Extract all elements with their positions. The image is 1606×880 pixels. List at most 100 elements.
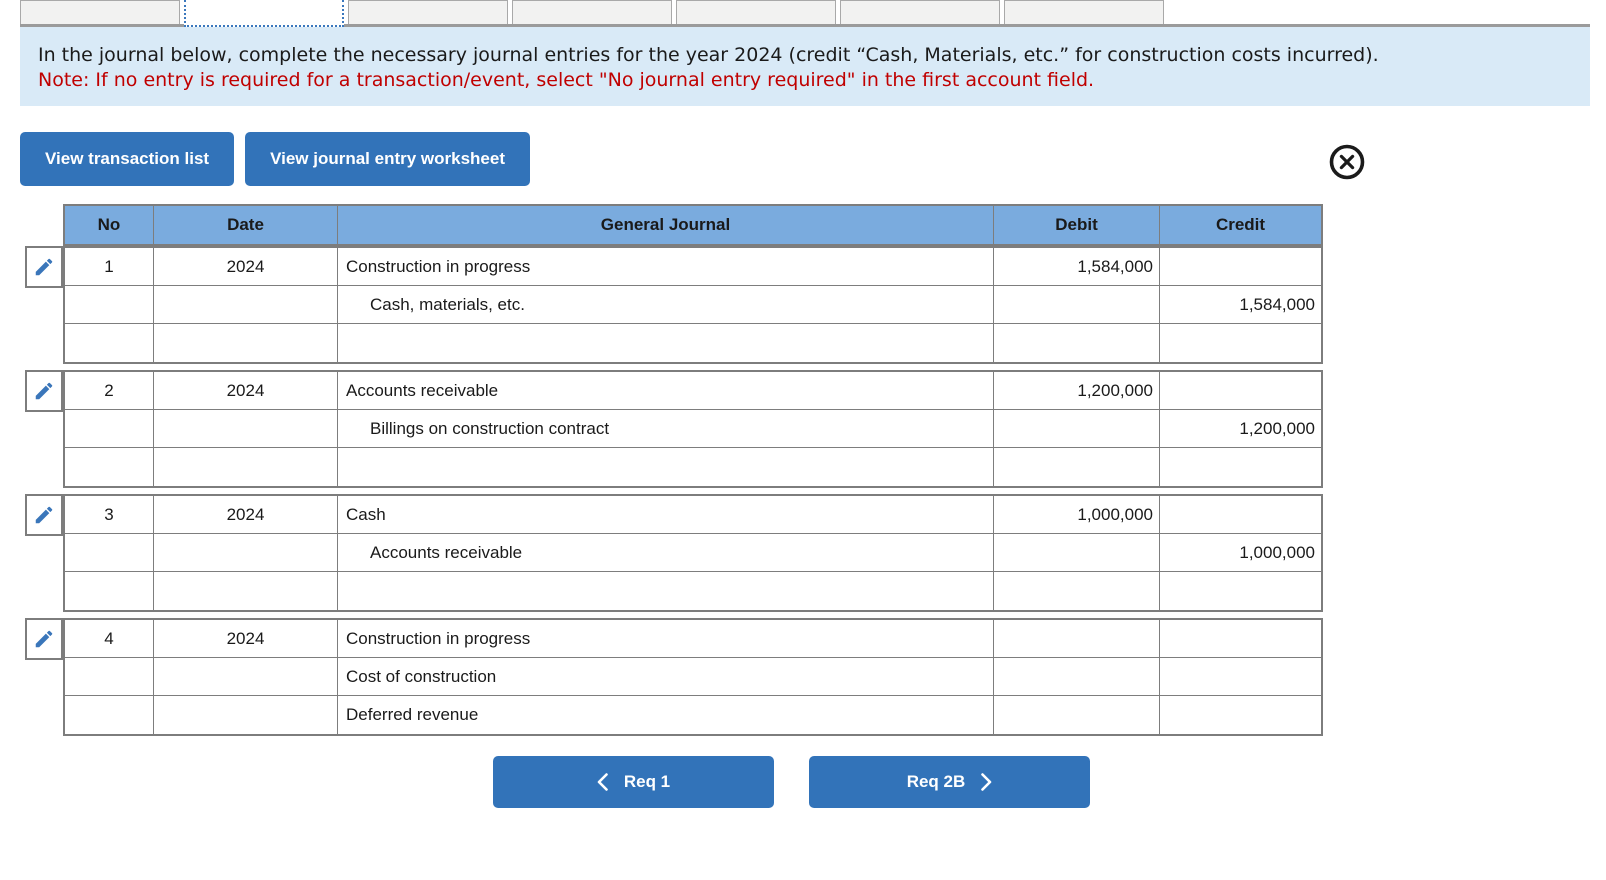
prev-requirement-label: Req 1 xyxy=(623,772,671,791)
credit-cell: 1,584,000 xyxy=(1160,286,1321,324)
pencil-icon xyxy=(35,630,53,648)
debit-cell xyxy=(994,410,1160,448)
journal-entry-section: 3 2024 Cash 1,000,000 Accounts receivable 1,0… xyxy=(25,494,1606,612)
date-cell xyxy=(154,696,338,734)
no-cell xyxy=(65,324,154,362)
edit-entry-button[interactable] xyxy=(25,494,63,536)
date-cell xyxy=(154,286,338,324)
debit-cell xyxy=(994,696,1160,734)
account-cell: Accounts receivable xyxy=(338,372,994,410)
date-cell xyxy=(154,324,338,362)
journal-table: No Date General Journal Debit Credit 1 20… xyxy=(25,204,1606,736)
debit-cell xyxy=(994,324,1160,362)
tab[interactable] xyxy=(676,0,836,24)
debit-cell: 1,000,000 xyxy=(994,496,1160,534)
date-cell xyxy=(154,658,338,696)
tab[interactable] xyxy=(20,0,180,24)
journal-entry-section: 4 2024 Construction in progress Cost of con… xyxy=(25,618,1606,736)
credit-cell xyxy=(1160,324,1321,362)
account-cell: Construction in progress xyxy=(338,620,994,658)
debit-cell xyxy=(994,572,1160,610)
debit-cell xyxy=(994,620,1160,658)
circled-x-icon xyxy=(1329,144,1365,180)
edit-entry-button[interactable] xyxy=(25,246,63,288)
journal-entry-grid: 2 2024 Accounts receivable 1,200,000 Billing… xyxy=(63,370,1323,488)
close-button[interactable] xyxy=(1328,143,1366,181)
credit-cell xyxy=(1160,658,1321,696)
date-cell xyxy=(154,572,338,610)
header-credit: Credit xyxy=(1160,206,1321,244)
date-cell xyxy=(154,534,338,572)
credit-cell xyxy=(1160,620,1321,658)
tab[interactable] xyxy=(840,0,1000,24)
journal-entry-grid: 4 2024 Construction in progress Cost of con… xyxy=(63,618,1323,736)
no-cell xyxy=(65,410,154,448)
credit-cell: 1,200,000 xyxy=(1160,410,1321,448)
account-cell xyxy=(338,324,994,362)
date-cell: 2024 xyxy=(154,248,338,286)
tab[interactable] xyxy=(512,0,672,24)
no-cell xyxy=(65,534,154,572)
instructions-box: In the journal below, complete the neces… xyxy=(20,27,1590,106)
journal-table-header: No Date General Journal Debit Credit xyxy=(63,204,1323,246)
journal-entry-grid: 3 2024 Cash 1,000,000 Accounts receivable 1,0… xyxy=(63,494,1323,612)
requirement-nav: Req 1 Req 2B xyxy=(493,756,1606,808)
credit-cell xyxy=(1160,572,1321,610)
no-cell xyxy=(65,448,154,486)
chevron-left-icon xyxy=(597,773,608,791)
no-cell xyxy=(65,658,154,696)
header-no: No xyxy=(65,206,154,244)
credit-cell xyxy=(1160,372,1321,410)
credit-cell: 1,000,000 xyxy=(1160,534,1321,572)
tab-selected[interactable] xyxy=(184,0,344,27)
journal-entry-grid: 1 2024 Construction in progress 1,584,000 Ca… xyxy=(63,246,1323,364)
date-cell: 2024 xyxy=(154,620,338,658)
journal-entry-section: 1 2024 Construction in progress 1,584,000 Ca… xyxy=(25,246,1606,364)
credit-cell xyxy=(1160,448,1321,486)
next-requirement-button[interactable]: Req 2B xyxy=(809,756,1090,808)
instructions-text: In the journal below, complete the neces… xyxy=(38,44,1379,66)
tab[interactable] xyxy=(1004,0,1164,24)
no-cell: 2 xyxy=(65,372,154,410)
date-cell xyxy=(154,410,338,448)
chevron-right-icon xyxy=(981,773,992,791)
no-cell xyxy=(65,696,154,734)
account-cell: Cash, materials, etc. xyxy=(338,286,994,324)
toolbar: View transaction list View journal entry… xyxy=(20,132,1606,186)
debit-cell: 1,584,000 xyxy=(994,248,1160,286)
no-cell: 1 xyxy=(65,248,154,286)
account-cell: Construction in progress xyxy=(338,248,994,286)
view-transaction-list-button[interactable]: View transaction list xyxy=(20,132,235,186)
no-cell: 3 xyxy=(65,496,154,534)
credit-cell xyxy=(1160,248,1321,286)
prev-requirement-button[interactable]: Req 1 xyxy=(493,756,774,808)
date-cell: 2024 xyxy=(154,496,338,534)
no-cell: 4 xyxy=(65,620,154,658)
pencil-icon xyxy=(35,258,53,276)
credit-cell xyxy=(1160,496,1321,534)
debit-cell xyxy=(994,448,1160,486)
next-requirement-label: Req 2B xyxy=(906,772,966,791)
account-cell xyxy=(338,448,994,486)
debit-cell xyxy=(994,286,1160,324)
tab[interactable] xyxy=(348,0,508,24)
header-debit: Debit xyxy=(994,206,1160,244)
date-cell xyxy=(154,448,338,486)
header-date: Date xyxy=(154,206,338,244)
no-cell xyxy=(65,572,154,610)
view-journal-entry-worksheet-button[interactable]: View journal entry worksheet xyxy=(245,132,531,186)
account-cell: Deferred revenue xyxy=(338,696,994,734)
account-cell: Billings on construction contract xyxy=(338,410,994,448)
pencil-icon xyxy=(35,506,53,524)
debit-cell: 1,200,000 xyxy=(994,372,1160,410)
account-cell xyxy=(338,572,994,610)
pencil-icon xyxy=(35,382,53,400)
debit-cell xyxy=(994,658,1160,696)
instructions-note: Note: If no entry is required for a tran… xyxy=(38,69,1095,91)
account-cell: Cost of construction xyxy=(338,658,994,696)
journal-entry-section: 2 2024 Accounts receivable 1,200,000 Billing… xyxy=(25,370,1606,488)
edit-entry-button[interactable] xyxy=(25,618,63,660)
account-cell: Cash xyxy=(338,496,994,534)
date-cell: 2024 xyxy=(154,372,338,410)
edit-entry-button[interactable] xyxy=(25,370,63,412)
